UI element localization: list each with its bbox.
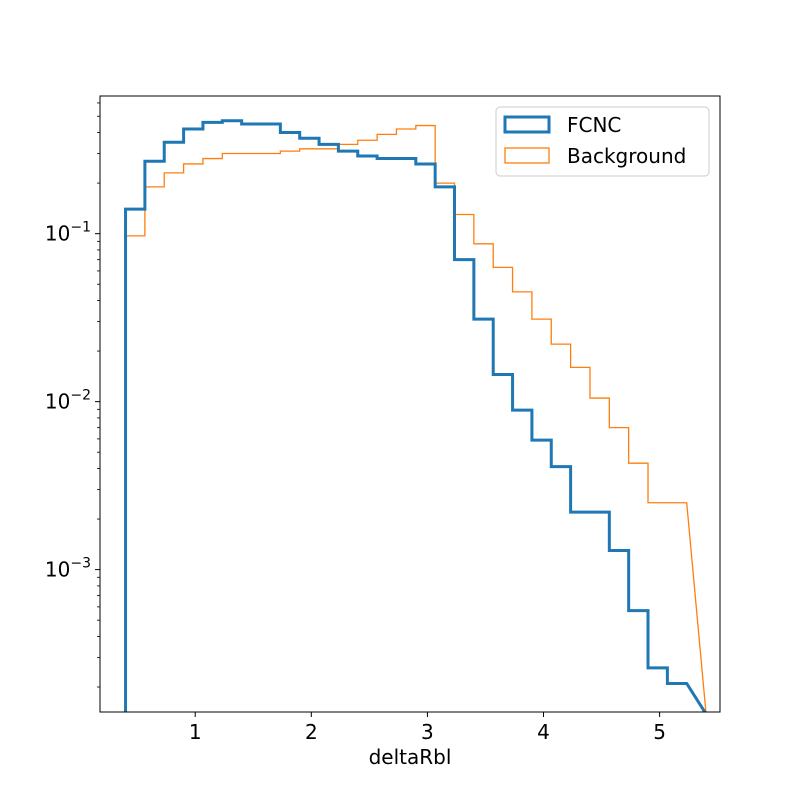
y-tick-label: 10−3 — [45, 556, 91, 582]
legend-swatch-fcnc — [503, 115, 551, 134]
legend-label-background: Background — [567, 144, 686, 168]
x-tick-label: 5 — [653, 720, 666, 744]
legend-label-fcnc: FCNC — [567, 113, 621, 137]
series-line-fcnc — [124, 119, 707, 712]
x-tick-label: 1 — [189, 720, 202, 744]
y-tick-label: 10−1 — [45, 220, 91, 246]
x-axis-label: deltaRbl — [369, 745, 452, 769]
series-line-background — [124, 124, 707, 712]
legend-swatch-background — [504, 147, 550, 164]
x-tick-label: 4 — [537, 720, 550, 744]
y-tick-label: 10−2 — [45, 388, 91, 414]
x-tick-label: 3 — [421, 720, 434, 744]
plot-frame — [99, 95, 721, 713]
x-tick-label: 2 — [305, 720, 318, 744]
legend: FCNC Background — [495, 106, 710, 177]
x-axis: 1 2 3 4 5 — [189, 712, 666, 744]
y-axis: 10−1 10−2 10−3 — [45, 102, 100, 688]
series-layer — [124, 119, 707, 712]
